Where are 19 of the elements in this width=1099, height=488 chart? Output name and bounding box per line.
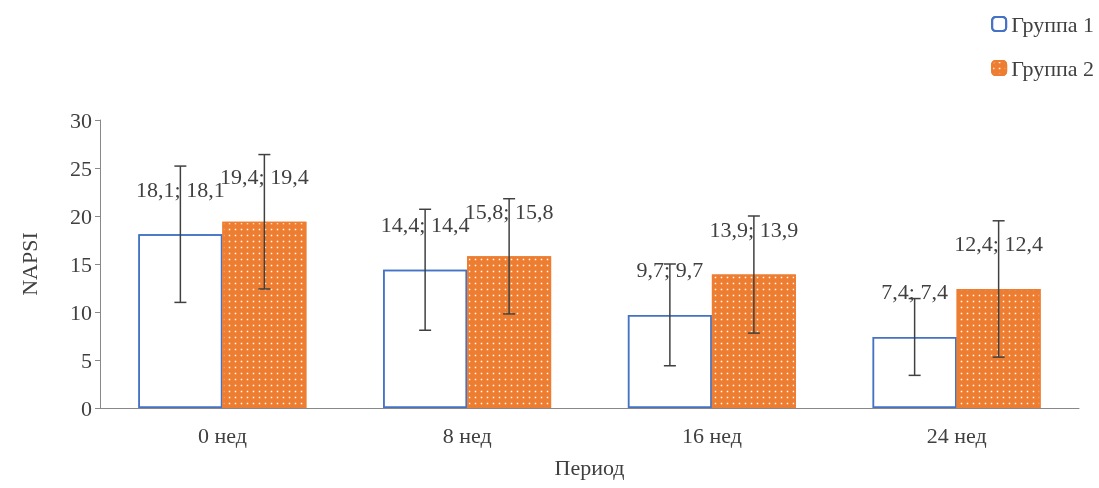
y-tick-label: 20 xyxy=(70,203,92,229)
data-label: 12,4; 12,4 xyxy=(954,231,1043,257)
y-tick-label: 30 xyxy=(70,107,92,133)
legend-label: Группа 2 xyxy=(1011,55,1094,81)
y-tick-label: 10 xyxy=(70,299,92,325)
x-tick-label: 16 нед xyxy=(681,422,742,448)
x-tick-label: 0 нед xyxy=(197,422,247,448)
data-label: 9,7; 9,7 xyxy=(636,257,704,283)
y-tick-label: 15 xyxy=(70,251,92,277)
data-label: 7,4; 7,4 xyxy=(881,279,948,305)
y-axis-title: NAPSI xyxy=(16,232,42,296)
x-tick-label: 8 нед xyxy=(442,422,492,448)
x-tick-label: 24 нед xyxy=(926,422,987,448)
y-tick-label: 5 xyxy=(81,347,92,373)
y-tick-label: 0 xyxy=(81,395,92,421)
y-tick-label: 25 xyxy=(70,155,92,181)
x-axis-title: Период xyxy=(554,454,625,480)
data-label: 13,9; 13,9 xyxy=(709,217,799,243)
legend-label: Группа 1 xyxy=(1011,11,1094,37)
